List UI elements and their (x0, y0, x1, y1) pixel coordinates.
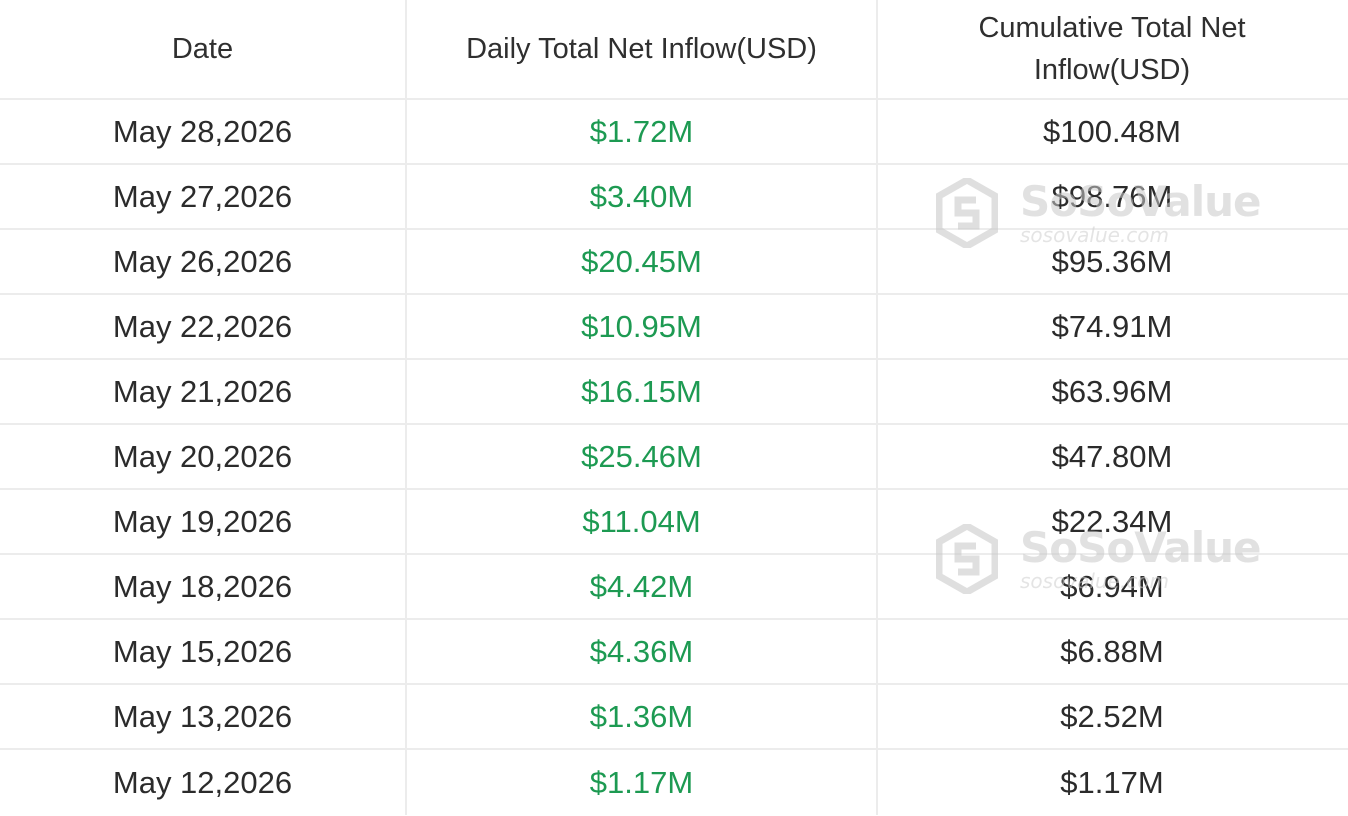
table-row: May 12,2026 $1.17M $1.17M (0, 750, 1348, 815)
date-cell: May 19,2026 (112, 503, 293, 539)
table-row: May 27,2026 $3.40M $98.76M (0, 165, 1348, 230)
table-row: May 22,2026 $10.95M $74.91M (0, 295, 1348, 360)
daily-inflow-cell: $11.04M (405, 490, 876, 553)
table-row: May 28,2026 $1.72M $100.48M (0, 100, 1348, 165)
header-cumulative-net-inflow[interactable]: Cumulative Total Net Inflow(USD) (876, 0, 1346, 98)
date-cell: May 26,2026 (112, 243, 293, 279)
date-cell: May 28,2026 (112, 113, 293, 149)
cumulative-inflow-cell: $6.94M (876, 555, 1346, 618)
date-cell: May 15,2026 (112, 633, 293, 669)
daily-inflow-cell: $1.17M (405, 750, 876, 815)
date-cell: May 22,2026 (112, 308, 293, 344)
date-cell: May 21,2026 (112, 373, 293, 409)
cumulative-inflow-cell: $6.88M (876, 620, 1346, 683)
table-header: Date Daily Total Net Inflow(USD) Cumulat… (0, 0, 1348, 100)
daily-inflow-cell: $4.42M (405, 555, 876, 618)
date-cell: May 13,2026 (112, 698, 293, 734)
table-row: May 15,2026 $4.36M $6.88M (0, 620, 1348, 685)
cumulative-inflow-cell: $47.80M (876, 425, 1346, 488)
cumulative-inflow-cell: $95.36M (876, 230, 1346, 293)
daily-inflow-cell: $1.36M (405, 685, 876, 748)
table-row: May 18,2026 $4.42M $6.94M (0, 555, 1348, 620)
table-row: May 21,2026 $16.15M $63.96M (0, 360, 1348, 425)
daily-inflow-cell: $1.72M (405, 100, 876, 163)
cumulative-inflow-cell: $100.48M (876, 100, 1346, 163)
table-row: May 26,2026 $20.45M $95.36M (0, 230, 1348, 295)
cumulative-inflow-cell: $2.52M (876, 685, 1346, 748)
header-date[interactable]: Date (171, 33, 234, 65)
daily-inflow-cell: $25.46M (405, 425, 876, 488)
cumulative-inflow-cell: $1.17M (876, 750, 1346, 815)
daily-inflow-cell: $20.45M (405, 230, 876, 293)
cumulative-inflow-cell: $63.96M (876, 360, 1346, 423)
cumulative-inflow-cell: $98.76M (876, 165, 1346, 228)
table-row: May 20,2026 $25.46M $47.80M (0, 425, 1348, 490)
date-cell: May 18,2026 (112, 568, 293, 604)
date-cell: May 12,2026 (112, 764, 293, 800)
table-row: May 19,2026 $11.04M $22.34M (0, 490, 1348, 555)
daily-inflow-cell: $4.36M (405, 620, 876, 683)
date-cell: May 20,2026 (112, 438, 293, 474)
daily-inflow-cell: $3.40M (405, 165, 876, 228)
daily-inflow-cell: $10.95M (405, 295, 876, 358)
table-row: May 13,2026 $1.36M $2.52M (0, 685, 1348, 750)
daily-inflow-cell: $16.15M (405, 360, 876, 423)
cumulative-inflow-cell: $22.34M (876, 490, 1346, 553)
cumulative-inflow-cell: $74.91M (876, 295, 1346, 358)
header-daily-net-inflow[interactable]: Daily Total Net Inflow(USD) (405, 0, 876, 98)
date-cell: May 27,2026 (112, 178, 293, 214)
